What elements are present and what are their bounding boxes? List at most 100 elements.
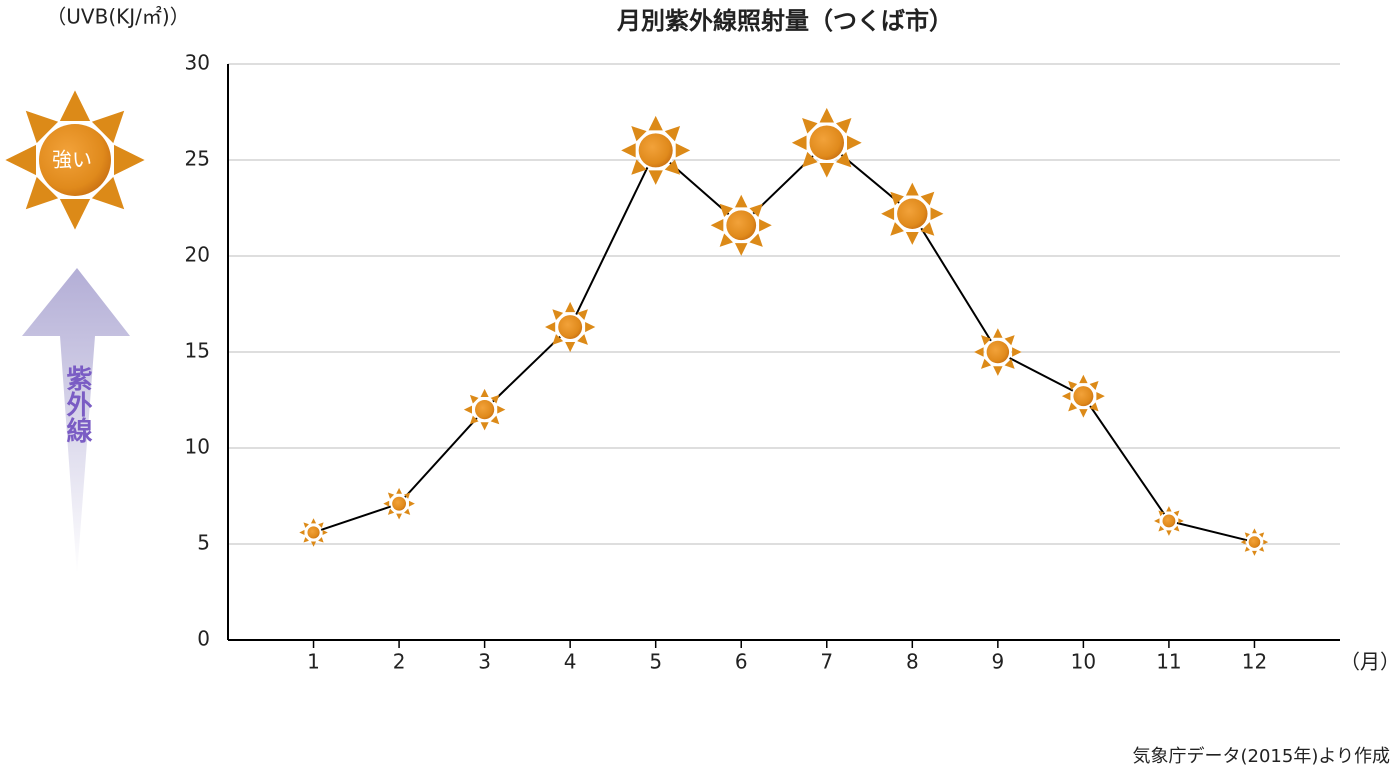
sun-ray <box>1096 391 1105 401</box>
y-axis-label: （UVB(KJ/㎡)） <box>46 5 189 29</box>
sun-ray <box>310 541 317 547</box>
sun-ray <box>734 243 748 256</box>
sun-ray <box>734 194 748 208</box>
sun-ray <box>993 366 1003 376</box>
sun-ray <box>490 394 500 404</box>
sun-ray <box>59 90 91 121</box>
sun-core <box>1162 514 1176 528</box>
sun-core <box>307 526 320 539</box>
y-tick-label: 15 <box>185 339 210 363</box>
sun-ray <box>25 176 59 210</box>
sun-ray <box>1178 518 1184 524</box>
sun-marker <box>545 301 596 353</box>
sun-ray <box>5 144 37 176</box>
x-tick-label: 4 <box>564 650 577 674</box>
sun-core <box>1248 536 1261 548</box>
sun-ray <box>1252 550 1257 556</box>
sun-core <box>392 496 406 511</box>
sun-ray <box>759 219 772 232</box>
sun-ray <box>648 170 663 185</box>
sun-ray <box>847 135 862 150</box>
sun-marker <box>1061 374 1105 418</box>
chart-title: 月別紫外線照射量（つくば市） <box>616 7 953 35</box>
x-tick-label: 2 <box>393 650 406 674</box>
sun-marker <box>383 487 415 520</box>
sun-marker <box>1240 528 1269 556</box>
y-tick-label: 0 <box>197 627 210 651</box>
sun-ray <box>463 405 473 414</box>
sun-ray <box>1061 391 1071 401</box>
sun-marker <box>974 328 1022 376</box>
sun-ray <box>408 500 415 507</box>
sun-ray <box>664 159 681 175</box>
sun-ray <box>1089 380 1099 390</box>
sun-ray <box>480 422 489 431</box>
sun-ray <box>802 118 818 134</box>
sun-ray <box>881 207 895 221</box>
sun-core <box>1073 386 1094 407</box>
sun-ray <box>299 529 305 536</box>
sun-ray <box>1154 518 1160 524</box>
sun-ray <box>974 347 984 357</box>
sun-marker <box>791 107 862 178</box>
arrow-label: 紫外線 <box>62 365 92 444</box>
sun-ray <box>404 492 411 499</box>
sun-marker <box>299 518 328 547</box>
sun-ray <box>318 522 324 528</box>
sun-ray <box>890 222 904 236</box>
sun-ray <box>565 301 576 313</box>
x-tick-label: 8 <box>906 650 919 674</box>
sun-ray <box>1079 374 1088 384</box>
sun-ray <box>1158 525 1165 532</box>
sun-ray <box>710 219 724 232</box>
sun-ray <box>565 342 576 353</box>
sun-ray <box>387 508 395 515</box>
sun-ray <box>791 135 807 150</box>
sun-core <box>726 210 757 241</box>
sun-ray <box>835 118 852 134</box>
sun-ray <box>1263 539 1269 545</box>
sun-marker <box>463 388 506 431</box>
sun-ray <box>1079 409 1088 418</box>
sun-ray <box>577 334 588 345</box>
sun-ray <box>469 394 479 404</box>
sun-ray <box>930 207 944 221</box>
sun-ray <box>905 182 919 196</box>
sun-ray <box>1258 546 1265 552</box>
sun-ray <box>585 322 596 333</box>
sun-core <box>986 340 1010 364</box>
sun-ray <box>920 191 935 206</box>
sun-ray <box>25 110 59 144</box>
sun-ray <box>114 144 145 176</box>
sun-ray <box>91 110 125 144</box>
sun-ray <box>981 335 992 346</box>
sun-ray <box>1158 510 1165 517</box>
sun-ray <box>322 529 328 536</box>
sun-ray <box>577 309 588 321</box>
sun-ray <box>1004 335 1015 346</box>
x-tick-label: 11 <box>1156 650 1181 674</box>
sun-ray <box>993 328 1003 338</box>
sun-marker <box>621 115 691 185</box>
sun-ray <box>1240 539 1246 545</box>
sun-ray <box>1068 380 1078 390</box>
sun-ray <box>318 537 324 543</box>
sun-core <box>39 124 111 196</box>
x-tick-label: 6 <box>735 650 748 674</box>
sun-ray <box>1258 532 1265 538</box>
sun-ray <box>631 126 647 142</box>
sun-ray <box>1252 528 1257 534</box>
sun-ray <box>920 222 935 236</box>
sun-ray <box>1244 532 1250 538</box>
source-note: 気象庁データ(2015年)より作成 <box>1133 746 1391 767</box>
sun-ray <box>497 405 506 414</box>
y-tick-label: 30 <box>185 51 210 75</box>
sun-core <box>809 125 845 160</box>
sun-marker <box>1154 506 1184 536</box>
sun-ray <box>719 233 734 247</box>
sun-ray <box>819 107 835 123</box>
sun-ray <box>631 159 647 175</box>
x-axis-label: （月） <box>1340 650 1400 674</box>
arrow <box>22 268 130 575</box>
